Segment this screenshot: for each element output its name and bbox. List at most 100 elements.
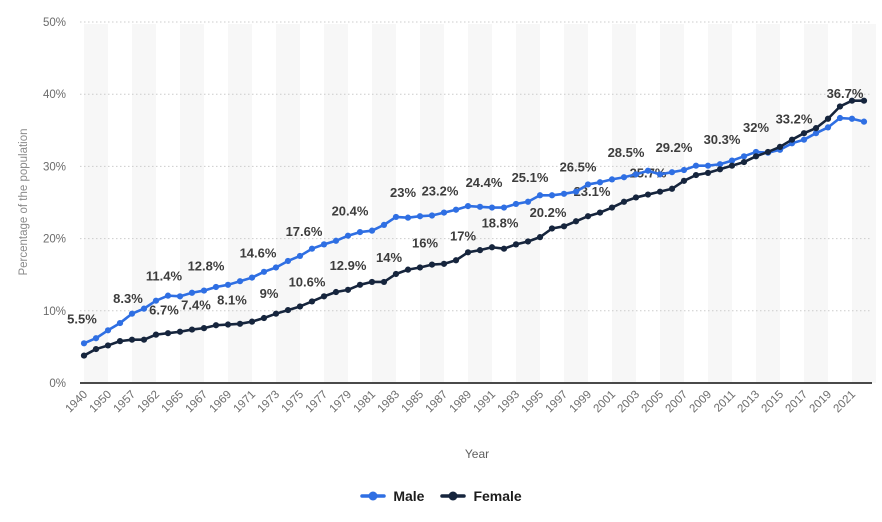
data-point-male[interactable] (668, 169, 676, 176)
data-point-female[interactable] (608, 204, 616, 211)
data-point-male[interactable] (428, 212, 436, 219)
data-point-female[interactable] (752, 153, 760, 160)
data-point-male[interactable] (164, 292, 172, 299)
data-point-female[interactable] (248, 318, 256, 325)
data-point-female[interactable] (644, 191, 652, 198)
data-point-male[interactable] (812, 130, 820, 137)
data-point-male[interactable] (116, 319, 124, 327)
data-point-female[interactable] (524, 238, 532, 245)
data-point-female[interactable] (452, 257, 460, 264)
data-point-female[interactable] (152, 331, 160, 338)
data-point-male[interactable] (128, 310, 136, 317)
data-point-male[interactable] (152, 297, 160, 304)
data-point-female[interactable] (104, 342, 112, 349)
data-point-female[interactable] (836, 103, 844, 110)
data-point-male[interactable] (524, 198, 532, 205)
data-point-male[interactable] (332, 237, 340, 244)
data-point-male[interactable] (416, 213, 424, 220)
data-point-male[interactable] (452, 206, 460, 213)
data-point-female[interactable] (344, 286, 352, 293)
data-point-male[interactable] (92, 335, 100, 342)
data-point-male[interactable] (536, 192, 544, 199)
data-point-male[interactable] (680, 166, 688, 174)
data-point-female[interactable] (440, 260, 448, 267)
data-point-male[interactable] (800, 136, 808, 143)
data-point-female[interactable] (680, 177, 688, 184)
data-point-female[interactable] (848, 97, 856, 104)
data-point-female[interactable] (500, 245, 508, 252)
data-point-female[interactable] (92, 345, 100, 353)
data-point-female[interactable] (236, 320, 244, 327)
data-point-female[interactable] (128, 336, 136, 343)
data-point-male[interactable] (548, 192, 556, 199)
data-point-female[interactable] (164, 330, 172, 337)
data-point-male[interactable] (140, 305, 148, 312)
data-point-female[interactable] (548, 225, 556, 232)
data-point-male[interactable] (344, 232, 352, 239)
data-point-male[interactable] (644, 167, 652, 174)
data-point-male[interactable] (404, 214, 412, 221)
data-point-female[interactable] (728, 162, 736, 169)
data-point-male[interactable] (512, 200, 520, 208)
data-point-female[interactable] (572, 218, 580, 225)
data-point-male[interactable] (296, 252, 304, 260)
data-point-female[interactable] (512, 241, 520, 248)
legend-item-female[interactable]: Female (440, 488, 522, 504)
data-point-female[interactable] (224, 321, 232, 328)
data-point-male[interactable] (860, 118, 868, 125)
data-point-male[interactable] (440, 209, 448, 216)
data-point-male[interactable] (572, 188, 580, 195)
data-point-female[interactable] (428, 261, 436, 268)
data-point-female[interactable] (140, 336, 148, 343)
data-point-female[interactable] (464, 249, 472, 256)
data-point-female[interactable] (368, 278, 376, 286)
data-point-female[interactable] (560, 223, 568, 230)
data-point-female[interactable] (176, 328, 184, 335)
data-point-male[interactable] (176, 293, 184, 300)
data-point-female[interactable] (740, 158, 748, 166)
data-point-male[interactable] (596, 179, 604, 186)
data-point-female[interactable] (692, 171, 700, 179)
data-point-female[interactable] (800, 130, 808, 137)
data-point-male[interactable] (80, 340, 88, 347)
data-point-male[interactable] (248, 274, 256, 281)
data-point-female[interactable] (392, 270, 400, 278)
data-point-male[interactable] (824, 124, 832, 131)
data-point-male[interactable] (560, 190, 568, 197)
data-point-male[interactable] (656, 171, 664, 178)
data-point-female[interactable] (380, 278, 388, 286)
data-point-female[interactable] (212, 322, 220, 329)
data-point-male[interactable] (704, 162, 712, 169)
data-point-female[interactable] (272, 310, 280, 317)
data-point-female[interactable] (620, 198, 628, 205)
data-point-male[interactable] (500, 204, 508, 211)
data-point-male[interactable] (188, 289, 196, 296)
data-point-male[interactable] (692, 162, 700, 169)
data-point-male[interactable] (224, 281, 232, 288)
data-point-female[interactable] (668, 185, 676, 192)
data-point-female[interactable] (488, 244, 496, 251)
data-point-male[interactable] (356, 229, 364, 236)
data-point-male[interactable] (200, 287, 208, 294)
data-point-female[interactable] (824, 115, 832, 122)
data-point-male[interactable] (284, 257, 292, 265)
data-point-male[interactable] (368, 227, 376, 234)
data-point-female[interactable] (584, 213, 592, 220)
data-point-male[interactable] (236, 278, 244, 285)
data-point-female[interactable] (632, 194, 640, 201)
data-point-female[interactable] (716, 166, 724, 173)
data-point-male[interactable] (260, 268, 268, 275)
data-point-female[interactable] (416, 264, 424, 271)
data-point-female[interactable] (860, 97, 868, 104)
data-point-male[interactable] (488, 204, 496, 211)
data-point-male[interactable] (476, 203, 484, 210)
data-point-male[interactable] (620, 174, 628, 181)
data-point-male[interactable] (740, 153, 748, 160)
data-point-male[interactable] (608, 176, 616, 183)
data-point-female[interactable] (656, 188, 664, 195)
data-point-male[interactable] (716, 161, 724, 168)
data-point-female[interactable] (188, 326, 196, 333)
legend-item-male[interactable]: Male (360, 488, 424, 504)
data-point-female[interactable] (356, 281, 364, 288)
data-point-female[interactable] (320, 293, 328, 300)
